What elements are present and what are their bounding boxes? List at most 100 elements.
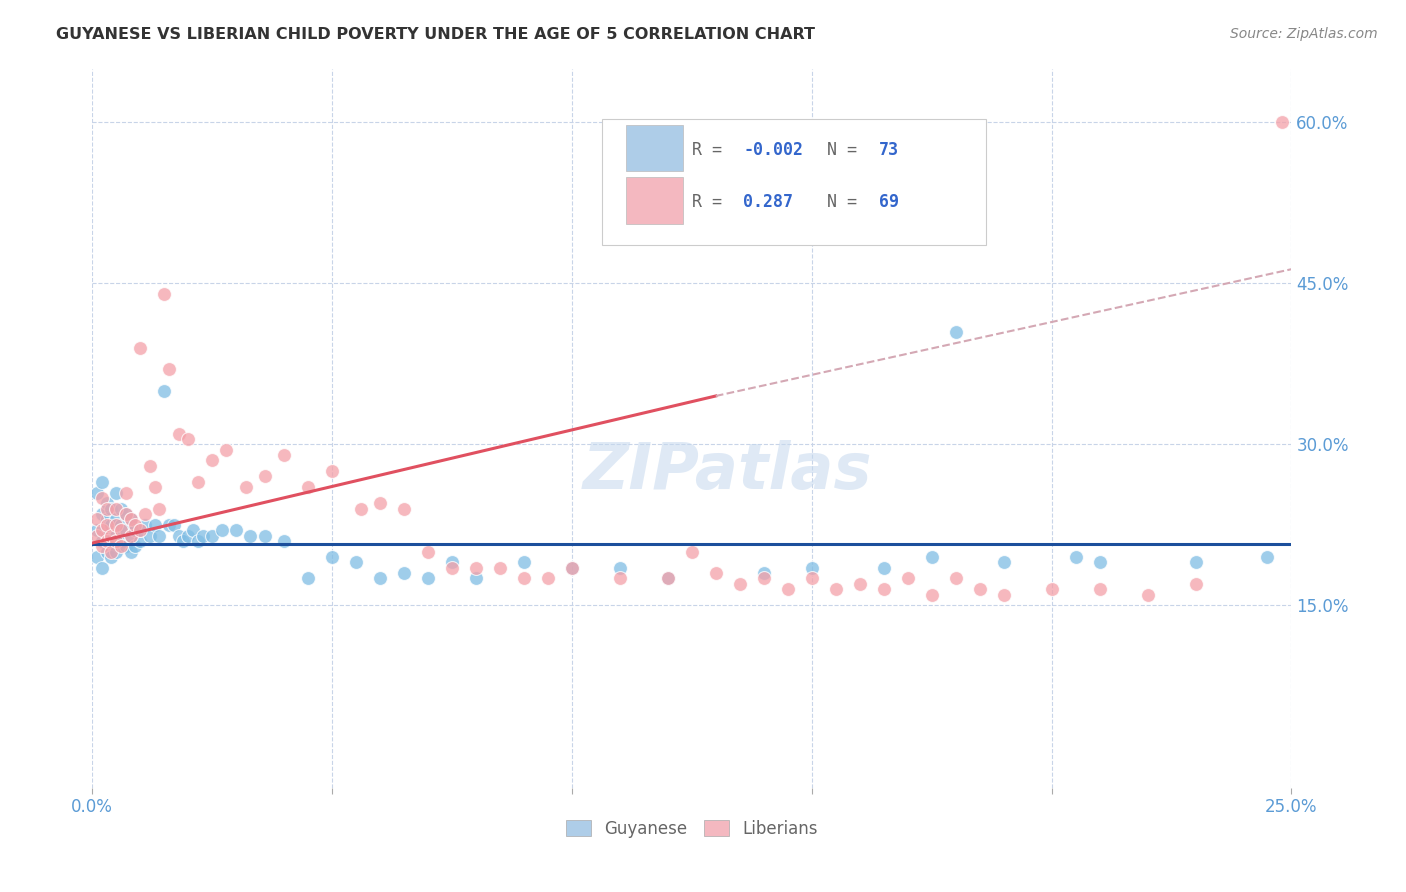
- Point: [253, 528, 276, 542]
- Point: [134, 507, 156, 521]
- Point: [215, 442, 238, 457]
- Point: [153, 287, 176, 301]
- Point: [86, 549, 108, 564]
- Point: [100, 517, 122, 532]
- Point: [129, 523, 152, 537]
- Point: [297, 480, 319, 494]
- Point: [873, 582, 896, 597]
- Point: [96, 544, 118, 558]
- Point: [945, 572, 967, 586]
- Point: [129, 341, 152, 355]
- Point: [157, 362, 180, 376]
- Point: [897, 572, 920, 586]
- Point: [873, 560, 896, 574]
- Point: [465, 572, 488, 586]
- Point: [124, 539, 146, 553]
- Point: [96, 512, 118, 526]
- Point: [1088, 555, 1111, 569]
- Point: [90, 475, 112, 489]
- Point: [124, 523, 146, 537]
- Text: R =: R =: [692, 141, 731, 159]
- Point: [1136, 588, 1159, 602]
- Point: [105, 528, 128, 542]
- Point: [105, 544, 128, 558]
- Point: [609, 572, 631, 586]
- Point: [114, 523, 136, 537]
- Point: [120, 512, 142, 526]
- Point: [90, 491, 112, 505]
- Text: 73: 73: [879, 141, 898, 159]
- Point: [90, 560, 112, 574]
- Point: [235, 480, 257, 494]
- Point: [440, 560, 463, 574]
- Point: [776, 582, 799, 597]
- Text: ZIPatlas: ZIPatlas: [583, 441, 873, 502]
- Point: [465, 560, 488, 574]
- Point: [191, 528, 214, 542]
- Point: [177, 432, 200, 446]
- Point: [681, 544, 703, 558]
- Point: [143, 480, 166, 494]
- Point: [1184, 555, 1206, 569]
- Point: [90, 539, 112, 553]
- Point: [350, 501, 373, 516]
- Text: GUYANESE VS LIBERIAN CHILD POVERTY UNDER THE AGE OF 5 CORRELATION CHART: GUYANESE VS LIBERIAN CHILD POVERTY UNDER…: [56, 27, 815, 42]
- Point: [100, 549, 122, 564]
- Point: [1064, 549, 1087, 564]
- Point: [253, 469, 276, 483]
- Text: N =: N =: [827, 194, 868, 211]
- Point: [86, 528, 108, 542]
- Point: [392, 566, 415, 581]
- Point: [609, 560, 631, 574]
- Point: [110, 517, 132, 532]
- Legend: Guyanese, Liberians: Guyanese, Liberians: [560, 813, 824, 844]
- Point: [143, 517, 166, 532]
- Point: [105, 485, 128, 500]
- Point: [177, 528, 200, 542]
- Point: [110, 533, 132, 548]
- Point: [321, 549, 343, 564]
- Point: [752, 572, 775, 586]
- Point: [1184, 577, 1206, 591]
- Point: [114, 507, 136, 521]
- Point: [561, 560, 583, 574]
- Point: [993, 555, 1015, 569]
- Point: [172, 533, 194, 548]
- Point: [120, 544, 142, 558]
- Point: [181, 523, 204, 537]
- Point: [157, 517, 180, 532]
- FancyBboxPatch shape: [626, 178, 683, 224]
- Point: [416, 544, 439, 558]
- Point: [728, 577, 751, 591]
- Point: [489, 560, 512, 574]
- Point: [86, 523, 108, 537]
- Point: [513, 572, 536, 586]
- Point: [1256, 549, 1278, 564]
- Point: [824, 582, 846, 597]
- Point: [201, 528, 224, 542]
- Point: [96, 496, 118, 510]
- Point: [921, 549, 943, 564]
- Point: [129, 523, 152, 537]
- Point: [100, 501, 122, 516]
- Point: [969, 582, 991, 597]
- Point: [513, 555, 536, 569]
- Text: Source: ZipAtlas.com: Source: ZipAtlas.com: [1230, 27, 1378, 41]
- Point: [139, 458, 162, 473]
- Point: [100, 533, 122, 548]
- Point: [537, 572, 560, 586]
- Point: [96, 501, 118, 516]
- Point: [90, 523, 112, 537]
- Point: [187, 475, 209, 489]
- Point: [657, 572, 679, 586]
- Point: [120, 512, 142, 526]
- Point: [297, 572, 319, 586]
- Point: [440, 555, 463, 569]
- Point: [153, 384, 176, 398]
- Text: -0.002: -0.002: [744, 141, 803, 159]
- Point: [225, 523, 247, 537]
- Point: [120, 528, 142, 542]
- Point: [90, 533, 112, 548]
- Text: N =: N =: [827, 141, 868, 159]
- Point: [129, 533, 152, 548]
